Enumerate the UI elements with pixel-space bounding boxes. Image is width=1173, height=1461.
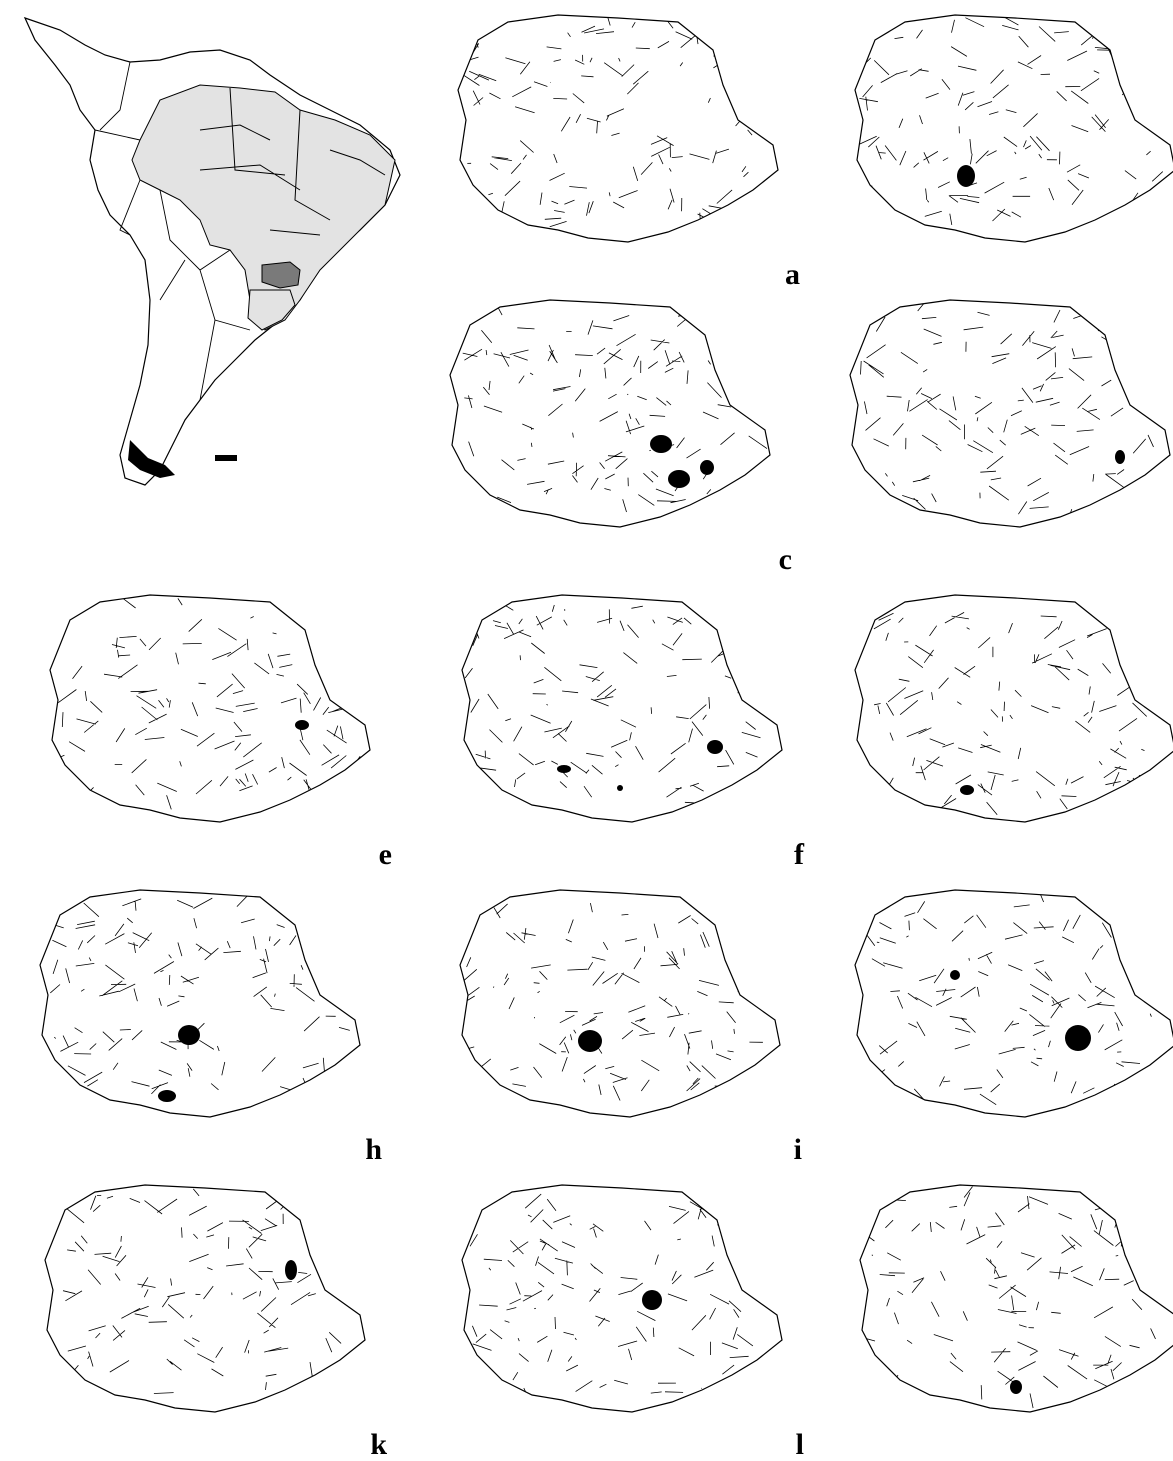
parana-map — [854, 14, 1173, 243]
panel-m: m — [850, 1180, 1173, 1460]
highlighted-municipality — [707, 740, 723, 754]
highlighted-municipality — [1115, 450, 1125, 464]
highlighted-municipality — [650, 435, 672, 453]
highlighted-municipality — [700, 460, 714, 475]
municipal-boundaries — [50, 596, 361, 810]
panel-e: e — [40, 590, 400, 870]
highlighted-municipality — [295, 720, 309, 730]
municipal-boundaries — [850, 300, 1154, 515]
parana-map — [459, 889, 781, 1118]
municipal-boundaries — [462, 1193, 756, 1394]
highlighted-municipality — [285, 1260, 297, 1280]
parana-outline — [859, 1184, 1173, 1413]
highlighted-municipality — [642, 1290, 662, 1310]
highlighted-municipality — [950, 970, 960, 980]
panel-label: c — [778, 543, 792, 576]
highlighted-municipality — [957, 165, 975, 187]
parana-outline — [849, 299, 1171, 528]
parana-map — [461, 594, 783, 823]
internal-borders — [94, 61, 251, 401]
highlighted-municipality — [178, 1025, 200, 1045]
highlighted-municipality — [668, 470, 690, 488]
parana-state — [261, 261, 301, 289]
highlighted-municipality — [960, 785, 974, 795]
panel-j: j — [845, 885, 1173, 1165]
highlighted-municipality — [1065, 1025, 1091, 1051]
highlighted-municipality — [578, 1030, 602, 1052]
parana-map — [44, 1184, 366, 1413]
panel-f: f — [452, 590, 812, 870]
panel-i: i — [450, 885, 810, 1165]
parana-map — [49, 594, 371, 823]
highlighted-municipality — [857, 175, 866, 189]
parana-map — [461, 1184, 783, 1413]
parana-map — [449, 299, 771, 528]
panel-h: h — [30, 885, 390, 1165]
parana-map — [849, 299, 1171, 528]
panel-l: l — [452, 1180, 812, 1460]
highlighted-municipality — [460, 175, 469, 189]
highlighted-municipality — [1010, 1380, 1022, 1394]
south-america-map — [23, 16, 401, 486]
parana-outline — [39, 889, 361, 1118]
panel-label: l — [795, 1428, 804, 1461]
highlighted-municipality — [158, 1090, 176, 1102]
panel-d: d — [840, 295, 1173, 575]
parana-map — [859, 1184, 1173, 1413]
brazil-region — [131, 84, 396, 331]
panel-k: k — [35, 1180, 395, 1460]
parana-outline — [461, 1184, 783, 1413]
parana-outline — [854, 594, 1173, 823]
highlighted-municipality — [557, 765, 571, 773]
parana-outline — [449, 299, 771, 528]
panel-c: c — [440, 295, 800, 575]
panel-label: h — [365, 1133, 382, 1166]
panel-a: a — [448, 10, 808, 290]
parana-outline — [854, 14, 1173, 243]
municipal-boundaries — [44, 890, 350, 1110]
parana-map — [457, 14, 779, 243]
parana-outline — [457, 14, 779, 243]
panel-b: b — [845, 10, 1173, 290]
parana-outline — [854, 889, 1173, 1118]
parana-outline — [459, 889, 781, 1118]
parana-outline — [49, 594, 371, 823]
panel-label: i — [793, 1133, 802, 1166]
municipal-boundaries — [856, 15, 1172, 225]
southern-states — [247, 289, 296, 331]
parana-map — [854, 594, 1173, 823]
panel-label: e — [378, 838, 392, 871]
panel-label: f — [794, 838, 804, 871]
tierra-del-fuego — [120, 430, 237, 478]
parana-map — [39, 889, 361, 1118]
highlighted-municipality — [617, 785, 623, 791]
parana-map — [854, 889, 1173, 1118]
parana-outline — [44, 1184, 366, 1413]
panel-label: k — [370, 1428, 387, 1461]
panel-label: a — [785, 258, 800, 291]
panel-g: g — [845, 590, 1173, 870]
